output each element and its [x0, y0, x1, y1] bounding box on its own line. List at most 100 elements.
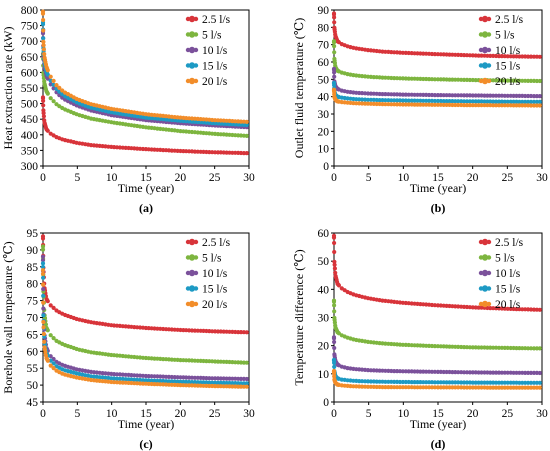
data-point — [412, 102, 417, 107]
x-tick-label-a: 10 — [106, 172, 118, 184]
legend-marker — [478, 63, 484, 68]
data-point — [520, 346, 525, 351]
data-point — [383, 75, 388, 80]
legend-marker — [486, 47, 492, 53]
legend-marker — [486, 270, 492, 276]
panel-label-a: (a) — [139, 201, 153, 215]
data-point — [528, 103, 534, 108]
data-point — [51, 361, 56, 366]
data-point — [453, 380, 458, 385]
data-point — [41, 282, 46, 287]
data-point — [40, 11, 46, 16]
data-point — [441, 102, 446, 107]
data-point — [406, 98, 411, 103]
data-point — [400, 98, 405, 103]
data-point — [470, 380, 475, 385]
data-point — [476, 385, 481, 390]
data-point — [520, 103, 525, 108]
series-d-4 — [331, 368, 542, 390]
series-a-4 — [40, 9, 249, 124]
data-point — [60, 88, 65, 93]
data-point — [427, 385, 432, 390]
data-point — [537, 385, 542, 390]
chart-panel-b: 0 10 20 30 40 50 60 70 80 90 0 5 10 15 20 25 30 Time (yea… — [292, 5, 548, 215]
legend-marker — [478, 78, 484, 84]
series-d-2 — [331, 335, 542, 376]
data-point — [41, 98, 46, 103]
series-d-1 — [331, 298, 542, 351]
data-point — [528, 385, 534, 390]
data-point — [491, 103, 496, 108]
data-point — [462, 380, 467, 385]
data-point — [435, 98, 440, 104]
legend-marker — [481, 31, 489, 38]
data-point — [244, 330, 249, 335]
data-point — [467, 370, 472, 375]
data-point — [537, 78, 542, 84]
data-point — [499, 78, 504, 83]
x-tick-label-b: 5 — [366, 172, 372, 184]
data-point — [336, 283, 341, 288]
data-point — [360, 91, 365, 96]
data-point — [488, 53, 493, 59]
data-point — [51, 336, 56, 341]
data-point — [48, 74, 53, 79]
y-tick-label-a: 750 — [21, 21, 39, 33]
data-point — [473, 385, 478, 390]
y-tick-label-a: 600 — [21, 67, 39, 79]
data-point — [456, 102, 461, 108]
data-point — [537, 307, 542, 312]
data-point — [218, 380, 223, 385]
data-point — [508, 385, 513, 390]
data-point — [456, 380, 461, 385]
data-point — [528, 370, 534, 375]
series-b-0 — [331, 11, 542, 59]
data-point — [473, 103, 478, 108]
x-tick-label-c: 25 — [209, 408, 221, 420]
legend-marker — [478, 270, 484, 276]
data-point — [333, 270, 338, 275]
data-point — [453, 102, 458, 108]
data-point — [380, 385, 385, 390]
data-point — [494, 385, 499, 390]
legend-marker — [185, 239, 191, 245]
data-point — [332, 74, 337, 79]
data-point — [453, 385, 458, 390]
data-point — [531, 103, 537, 108]
data-point — [496, 103, 502, 108]
data-point — [429, 369, 435, 374]
data-point — [526, 385, 531, 390]
legend-marker — [193, 286, 199, 291]
legend-marker — [185, 78, 191, 84]
data-point — [473, 78, 478, 83]
x-tick-label-b: 25 — [502, 172, 514, 184]
data-point — [511, 99, 516, 104]
data-point — [485, 385, 490, 390]
data-point — [332, 15, 337, 20]
data-point — [244, 122, 249, 128]
y-axis-label-c: Borehole wall temperature (℃) — [1, 241, 15, 393]
series-d-0 — [331, 233, 542, 312]
data-point — [523, 380, 528, 385]
legend-marker — [486, 63, 492, 68]
data-point — [435, 102, 440, 107]
data-point — [496, 54, 502, 59]
y-tick-label-d: 10 — [318, 369, 330, 381]
data-point — [331, 336, 337, 341]
legend-label: 15 l/s — [202, 284, 228, 296]
y-tick-label-d: 50 — [318, 256, 330, 268]
legend-marker — [188, 46, 196, 54]
y-tick-label-b: 50 — [318, 74, 330, 86]
data-point — [360, 101, 365, 106]
legend-marker — [193, 32, 199, 37]
data-point — [332, 374, 337, 379]
data-point — [505, 385, 510, 390]
series-a-1 — [40, 51, 249, 138]
data-point — [332, 83, 337, 88]
data-point — [517, 385, 522, 390]
data-point — [244, 381, 249, 386]
data-point — [470, 345, 475, 350]
y-tick-label-d: 20 — [318, 341, 330, 353]
data-point — [531, 346, 537, 351]
data-point — [360, 384, 365, 389]
